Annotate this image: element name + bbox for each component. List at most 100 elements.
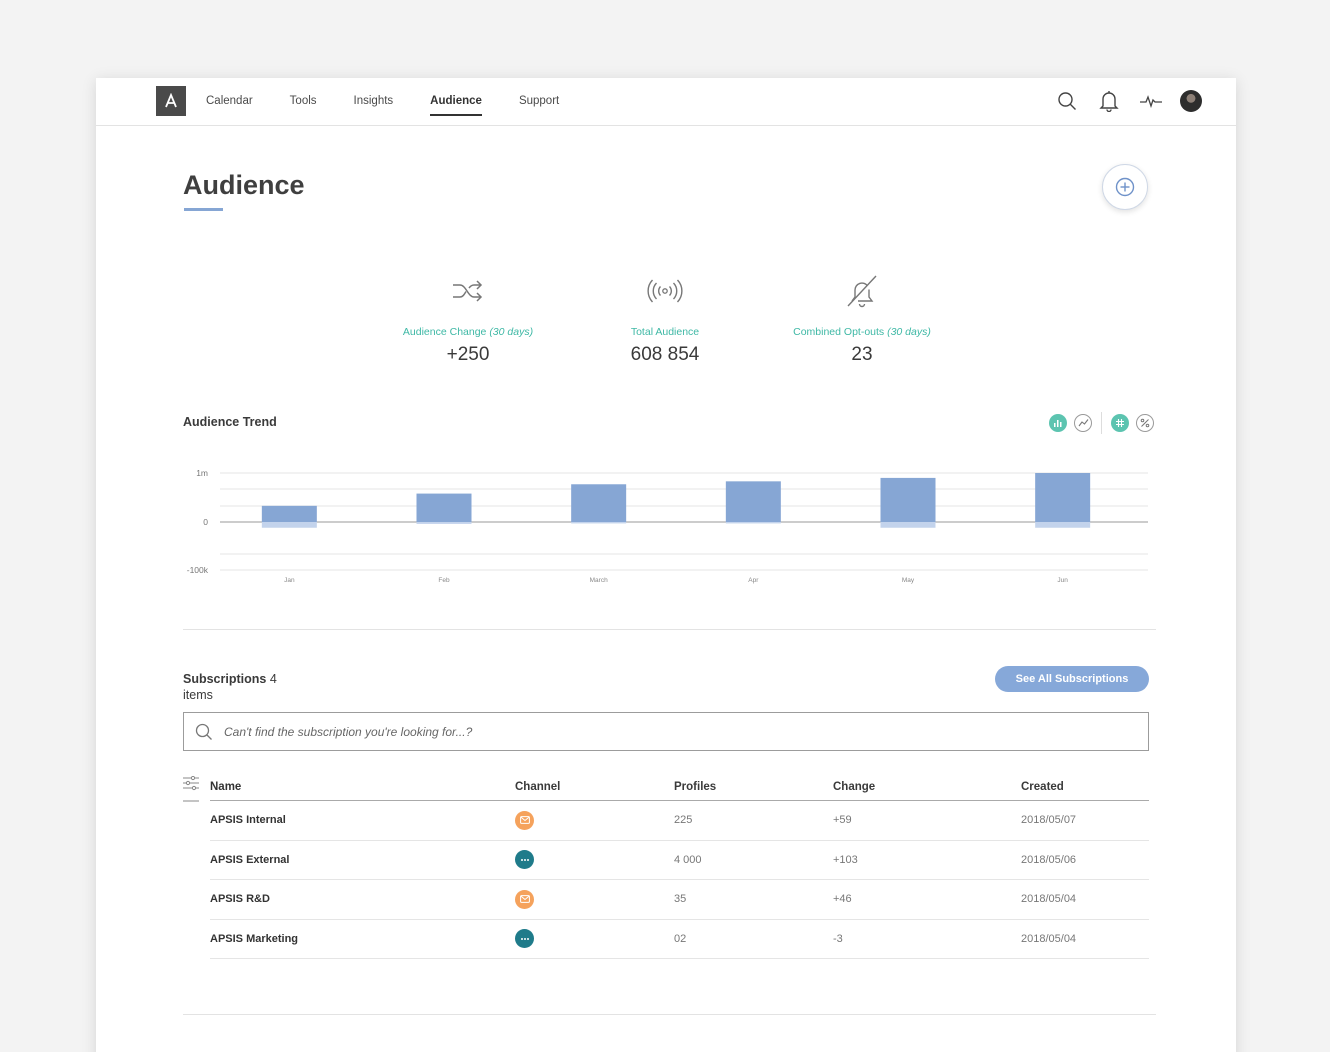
bar-positive bbox=[725, 481, 781, 522]
row-change: +103 bbox=[833, 853, 858, 866]
sms-channel-icon bbox=[515, 850, 534, 870]
bar-negative bbox=[571, 522, 627, 524]
table-header-row: Name Channel Profiles Change Created bbox=[210, 773, 1149, 801]
row-name[interactable]: APSIS External bbox=[210, 853, 290, 866]
bar-negative bbox=[261, 522, 317, 528]
stat-audience-change: Audience Change (30 days) +250 bbox=[378, 274, 558, 366]
row-profiles: 02 bbox=[674, 932, 687, 945]
bar-positive bbox=[261, 505, 317, 522]
row-name[interactable]: APSIS Marketing bbox=[210, 932, 299, 945]
x-tick-label: Jun bbox=[1057, 577, 1068, 584]
stat-qualifier: (30 days) bbox=[489, 326, 534, 338]
subscription-search[interactable] bbox=[183, 712, 1149, 751]
top-nav: Calendar Tools Insights Audience Support bbox=[96, 78, 1236, 126]
bar-positive bbox=[416, 493, 472, 522]
toggle-separator bbox=[1101, 412, 1102, 434]
page-title: Audience bbox=[183, 170, 305, 200]
chart-toggles bbox=[1042, 412, 1154, 434]
title-underline bbox=[184, 208, 223, 211]
nav-item-calendar[interactable]: Calendar bbox=[206, 95, 253, 107]
email-channel-icon bbox=[515, 810, 534, 830]
nav-item-audience[interactable]: Audience bbox=[430, 78, 482, 126]
audience-trend-chart: 1m 0 -100k Jan Feb March Apr May Jun bbox=[187, 468, 1148, 584]
bar-positive bbox=[571, 484, 627, 522]
stat-value: 608 854 bbox=[630, 344, 700, 365]
nav-item-support[interactable]: Support bbox=[518, 95, 560, 107]
add-button[interactable] bbox=[1102, 164, 1148, 210]
x-tick-label: Apr bbox=[748, 577, 759, 584]
bar-negative bbox=[416, 522, 472, 524]
row-created: 2018/05/04 bbox=[1021, 893, 1077, 906]
stat-opt-outs: Combined Opt-outs (30 days) 23 bbox=[772, 274, 952, 366]
subscriptions-count: 4 items bbox=[183, 672, 277, 702]
row-created: 2018/05/07 bbox=[1021, 814, 1077, 827]
x-tick-label: March bbox=[590, 577, 608, 584]
y-tick-label: 1m bbox=[196, 468, 208, 478]
row-change: -3 bbox=[833, 932, 843, 945]
bar-positive bbox=[1035, 473, 1091, 522]
column-change[interactable]: Change bbox=[833, 780, 876, 793]
filter-sliders-icon[interactable] bbox=[183, 775, 199, 807]
search-icon bbox=[184, 723, 224, 741]
y-tick-label: 0 bbox=[203, 517, 208, 527]
sms-channel-icon bbox=[515, 929, 534, 949]
line-chart-toggle[interactable] bbox=[1074, 414, 1092, 432]
stat-label: Audience Change bbox=[402, 326, 487, 338]
subscriptions-header: Subscriptions 4 items bbox=[183, 671, 293, 703]
table-row[interactable]: APSIS Internal 225 +59 2018/05/07 bbox=[210, 801, 1149, 841]
absolute-toggle[interactable] bbox=[1111, 414, 1129, 432]
pulse-icon[interactable] bbox=[1138, 88, 1164, 114]
section-divider bbox=[183, 1014, 1156, 1015]
main-card: Calendar Tools Insights Audience Support… bbox=[96, 78, 1236, 1052]
row-created: 2018/05/04 bbox=[1021, 932, 1077, 945]
apsis-logo[interactable] bbox=[156, 86, 186, 116]
row-profiles: 35 bbox=[674, 893, 687, 906]
row-created: 2018/05/06 bbox=[1021, 853, 1077, 866]
row-change: +46 bbox=[833, 893, 852, 906]
stat-qualifier: (30 days) bbox=[887, 326, 931, 338]
bar-chart-toggle[interactable] bbox=[1049, 414, 1067, 432]
bar-negative bbox=[880, 522, 936, 528]
shuffle-icon bbox=[378, 274, 558, 308]
bell-icon[interactable] bbox=[1096, 88, 1122, 114]
stat-value: +250 bbox=[446, 344, 490, 365]
column-channel[interactable]: Channel bbox=[515, 780, 561, 793]
table-row[interactable]: APSIS R&D 35 +46 2018/05/04 bbox=[210, 880, 1149, 920]
plus-circle-icon bbox=[1115, 177, 1135, 197]
stat-total-audience: Total Audience 608 854 bbox=[575, 274, 755, 366]
stat-value: 23 bbox=[851, 344, 873, 365]
row-name[interactable]: APSIS Internal bbox=[210, 814, 286, 827]
trend-title: Audience Trend bbox=[183, 415, 277, 429]
bell-off-icon bbox=[772, 274, 952, 308]
x-tick-label: Jan bbox=[284, 577, 295, 584]
percent-icon bbox=[1140, 418, 1150, 428]
hash-icon bbox=[1116, 419, 1124, 427]
bar-negative bbox=[1035, 522, 1091, 528]
avatar[interactable] bbox=[1180, 90, 1202, 112]
subscriptions-title: Subscriptions bbox=[183, 672, 267, 686]
row-profiles: 225 bbox=[674, 814, 693, 827]
line-chart-icon bbox=[1078, 419, 1088, 427]
search-input[interactable] bbox=[224, 724, 1148, 739]
stat-label: Total Audience bbox=[630, 326, 700, 338]
x-tick-label: May bbox=[902, 577, 915, 584]
table-row[interactable]: APSIS Marketing 02 -3 2018/05/04 bbox=[210, 920, 1149, 959]
section-divider bbox=[183, 629, 1156, 630]
column-created[interactable]: Created bbox=[1021, 780, 1064, 793]
stat-label: Combined Opt-outs bbox=[793, 326, 885, 338]
bar-negative bbox=[725, 522, 781, 524]
broadcast-icon bbox=[575, 274, 755, 308]
subscriptions-table: Name Channel Profiles Change Created APS… bbox=[210, 773, 1149, 959]
column-name[interactable]: Name bbox=[210, 780, 242, 793]
percent-toggle[interactable] bbox=[1136, 414, 1154, 432]
search-icon[interactable] bbox=[1054, 88, 1080, 114]
row-change: +59 bbox=[833, 814, 852, 827]
table-row[interactable]: APSIS External 4 000 +103 2018/05/06 bbox=[210, 841, 1149, 880]
see-all-subscriptions-button[interactable]: See All Subscriptions bbox=[995, 666, 1149, 692]
email-channel-icon bbox=[515, 889, 534, 909]
column-profiles[interactable]: Profiles bbox=[674, 780, 717, 793]
x-tick-label: Feb bbox=[438, 577, 450, 584]
nav-item-tools[interactable]: Tools bbox=[289, 95, 317, 107]
row-name[interactable]: APSIS R&D bbox=[210, 893, 270, 906]
nav-item-insights[interactable]: Insights bbox=[353, 95, 394, 107]
